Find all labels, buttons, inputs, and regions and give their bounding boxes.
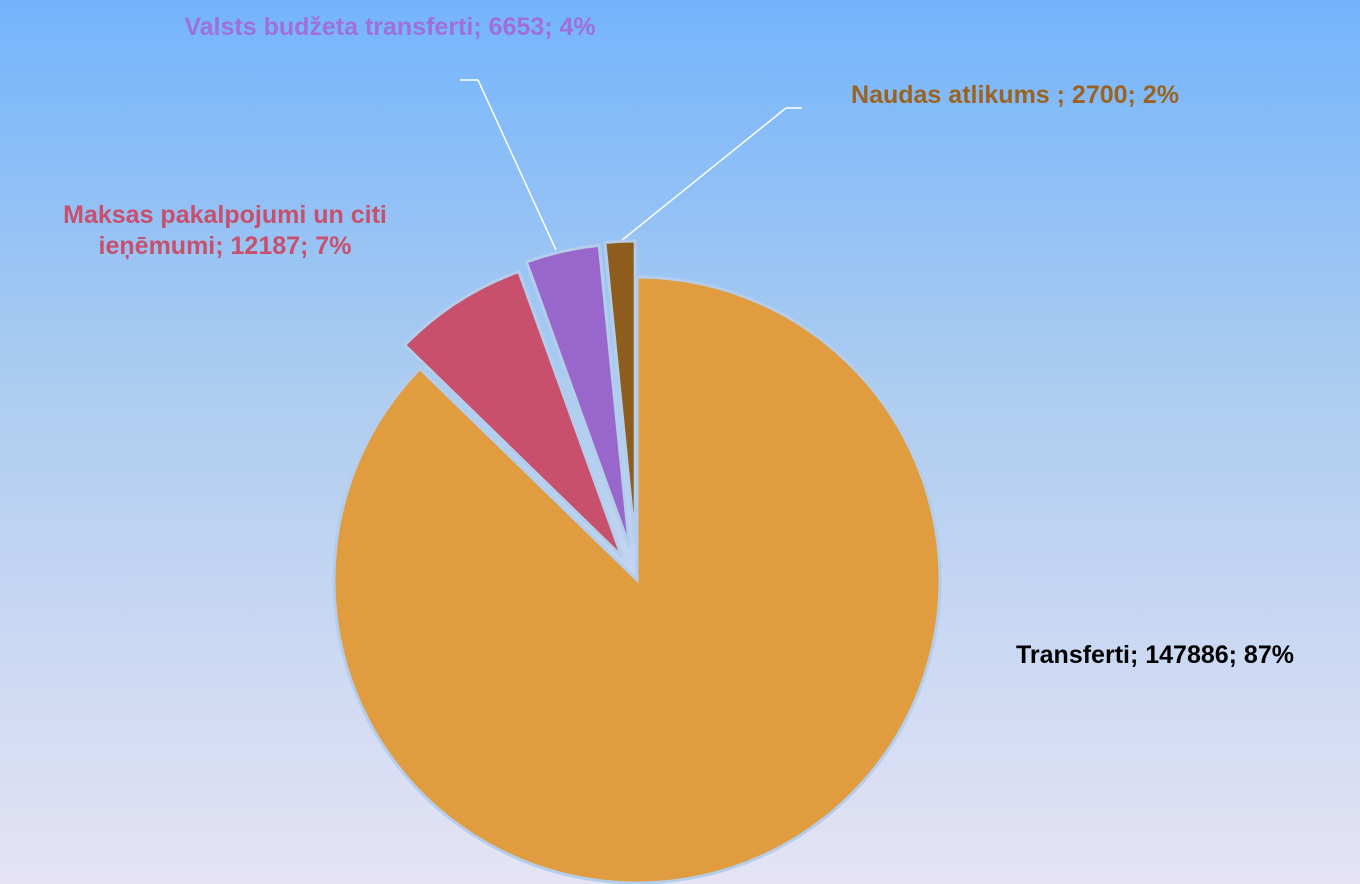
data-label: Maksas pakalpojumi un citi ieņēmumi; 121… xyxy=(63,201,387,260)
data-label: Transferti; 147886; 87% xyxy=(1016,641,1294,669)
pie-slice xyxy=(332,275,942,884)
leader-line xyxy=(477,79,557,251)
leader-line xyxy=(615,107,787,246)
pie-slice xyxy=(603,239,637,545)
pie-slice xyxy=(524,243,631,548)
data-label: Valsts budžeta transferti; 6653; 4% xyxy=(184,13,596,41)
pie-slice xyxy=(402,269,624,558)
data-label: Naudas atlikums ; 2700; 2% xyxy=(851,81,1179,109)
